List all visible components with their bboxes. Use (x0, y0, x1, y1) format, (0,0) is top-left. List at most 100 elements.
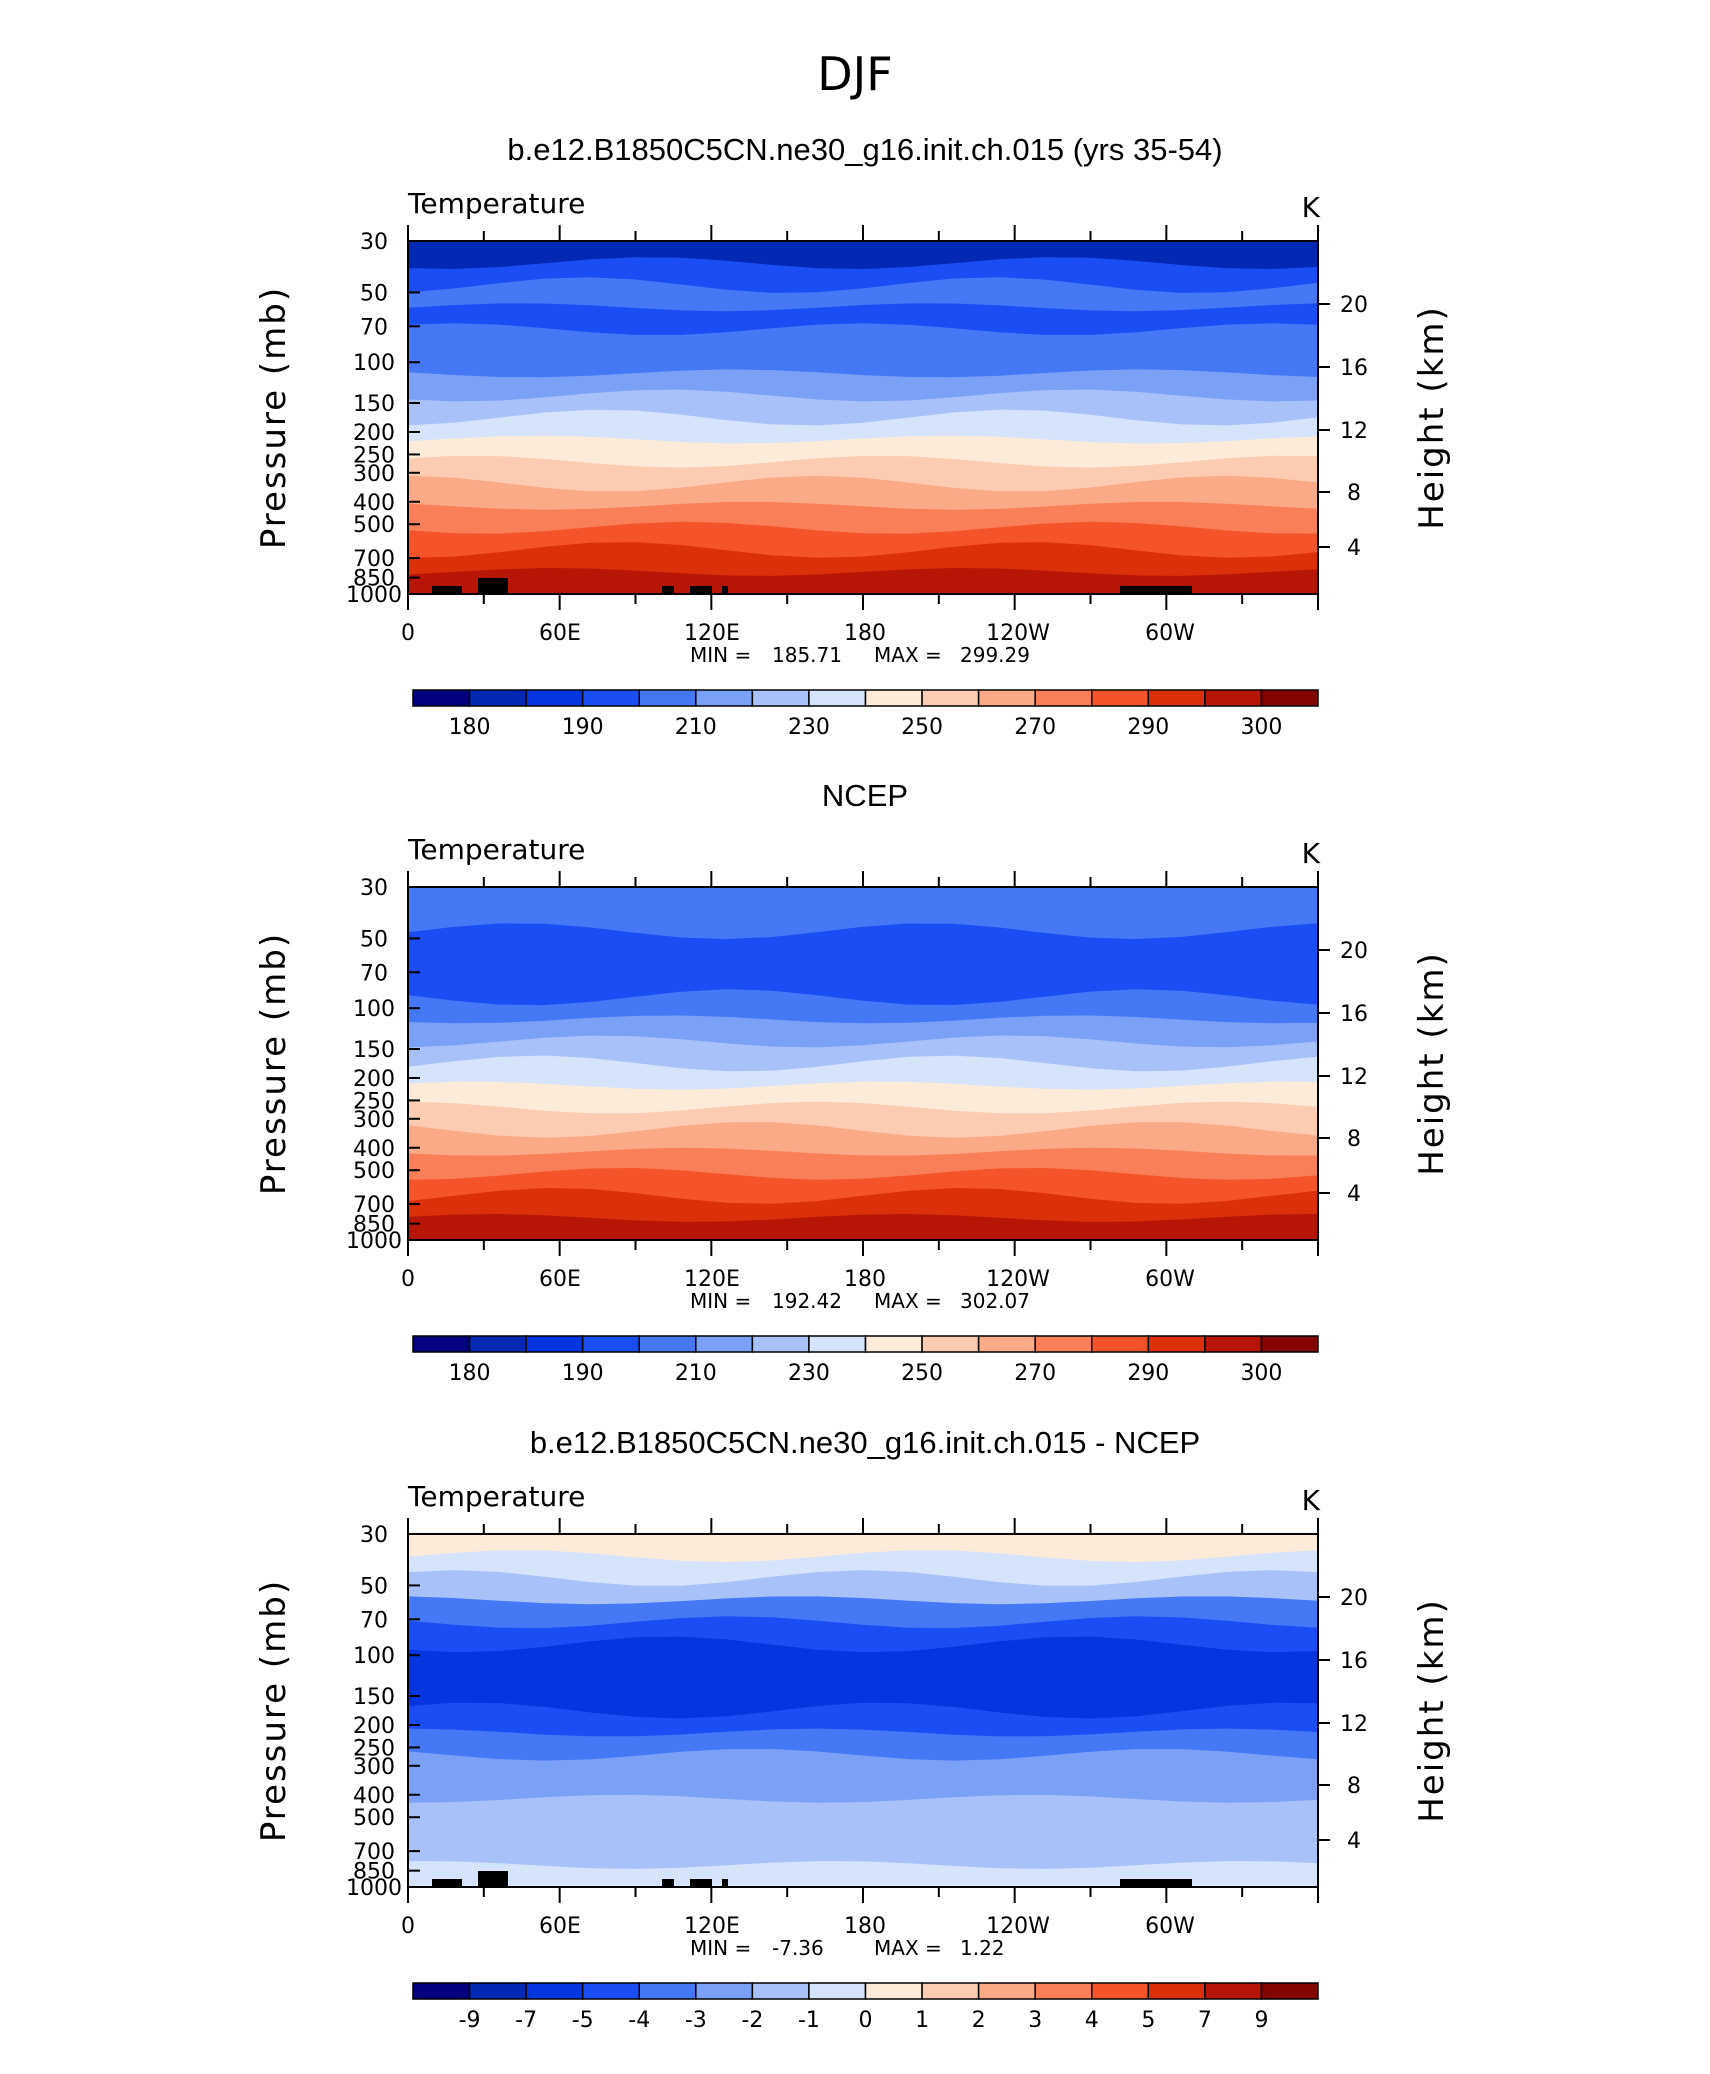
terrain-mask (662, 586, 674, 594)
colorbar-label: 190 (562, 715, 604, 740)
contour-band (408, 1055, 1318, 1097)
colorbar-swatch (581, 1335, 640, 1353)
colorbar-swatch (977, 1335, 1036, 1353)
variable-label: Temperature (407, 1480, 585, 1513)
colorbar-swatch (921, 1982, 980, 2000)
max-label: MAX = (874, 1936, 942, 1960)
colorbar-swatch (1260, 689, 1319, 707)
units-label: K (1302, 191, 1321, 224)
colorbar-label: 190 (562, 1361, 604, 1386)
terrain-mask (478, 578, 508, 594)
y-tick-label: 1000 (346, 1876, 402, 1901)
y-tick-label: 70 (360, 315, 388, 340)
contour-band (408, 277, 1318, 319)
min-value: -7.36 (772, 1936, 824, 1960)
colorbar-label: 270 (1014, 715, 1056, 740)
colorbar-label: -9 (459, 2008, 481, 2033)
units-label: K (1302, 837, 1321, 870)
colorbar-swatch (412, 689, 471, 707)
y-tick-label: 700 (353, 1840, 395, 1865)
colorbar-swatch (808, 1335, 867, 1353)
y-tick-label: 100 (353, 997, 395, 1022)
colorbar: -9 -7 -5 -4 -3 -2 -1 0 1 2 3 4 5 7 9 (412, 1982, 1319, 2033)
colorbar-swatch (468, 1982, 527, 2000)
x-tick-label: 60W (1145, 621, 1195, 646)
colorbar-label: -4 (628, 2008, 650, 2033)
colorbar-label: 210 (675, 1361, 717, 1386)
y-right-axis-title: Height (km) (1412, 1598, 1452, 1823)
colorbar-swatch (751, 689, 810, 707)
y-tick-label: 400 (353, 1137, 395, 1162)
y-right-tick-label: 8 (1347, 1774, 1361, 1799)
x-tick-label: 180 (844, 621, 886, 646)
y-tick-label: 100 (353, 1644, 395, 1669)
colorbar-label: 5 (1141, 2008, 1155, 2033)
terrain-mask (722, 1879, 728, 1887)
terrain-mask (478, 1871, 508, 1887)
x-tick-label: 180 (844, 1267, 886, 1292)
contour-band (408, 1814, 1318, 1854)
x-tick-label: 60E (539, 1914, 581, 1939)
y-tick-label: 850 (353, 567, 395, 592)
terrain-mask (662, 1879, 674, 1887)
max-value: 299.29 (960, 643, 1030, 667)
colorbar-swatch (864, 1335, 923, 1353)
x-tick-label: 120E (684, 1914, 740, 1939)
colorbar-label: 300 (1240, 715, 1282, 740)
colorbar-label: -1 (798, 2008, 820, 2033)
x-tick-label: 60W (1145, 1267, 1195, 1292)
colorbar-label: 230 (788, 715, 830, 740)
colorbar-swatch (638, 1335, 697, 1353)
contour-field (408, 241, 1318, 594)
colorbar-swatch (525, 1335, 584, 1353)
colorbar-swatch (468, 689, 527, 707)
colorbar-swatch (468, 1335, 527, 1353)
y-right-tick-label: 16 (1340, 356, 1368, 381)
colorbar-swatch (1260, 1982, 1319, 2000)
y-tick-label: 300 (353, 1755, 395, 1780)
colorbar-label: -7 (515, 2008, 537, 2033)
colorbar-swatch (525, 1982, 584, 2000)
y-right-axis-title: Height (km) (1412, 951, 1452, 1176)
colorbar-swatch (1091, 1335, 1150, 1353)
y-tick-label: 150 (353, 1038, 395, 1063)
terrain-mask (432, 1879, 462, 1887)
y-right-tick-label: 4 (1347, 1182, 1361, 1207)
y-right-tick-label: 16 (1340, 1002, 1368, 1027)
colorbar-swatch (751, 1982, 810, 2000)
colorbar-swatch (751, 1335, 810, 1353)
x-tick-label: 120E (684, 621, 740, 646)
y-right-axis-title: Height (km) (1412, 305, 1452, 530)
colorbar-swatch (412, 1335, 471, 1353)
variable-label: Temperature (407, 833, 585, 866)
y-tick-label: 150 (353, 392, 395, 417)
contour-field (408, 1534, 1318, 1887)
colorbar-label: 9 (1254, 2008, 1268, 2033)
y-axis-title: Pressure (mb) (254, 1579, 294, 1842)
terrain-mask (722, 586, 728, 594)
colorbar-label: 7 (1198, 2008, 1212, 2033)
y-right-tick-label: 4 (1347, 1829, 1361, 1854)
y-tick-label: 300 (353, 1108, 395, 1133)
colorbar-swatch (638, 1982, 697, 2000)
y-tick-label: 400 (353, 491, 395, 516)
panel-title: NCEP (822, 778, 908, 813)
x-tick-label: 120W (986, 1914, 1050, 1939)
x-tick-label: 60E (539, 621, 581, 646)
panel-title: b.e12.B1850C5CN.ne30_g16.init.ch.015 - N… (530, 1425, 1200, 1460)
y-tick-label: 200 (353, 1714, 395, 1739)
y-tick-label: 50 (360, 1574, 388, 1599)
colorbar: 180 190 210 230 250 270 290 300 (412, 1335, 1319, 1386)
colorbar-swatch (864, 689, 923, 707)
contour-band (408, 1682, 1318, 1722)
colorbar-swatch (1204, 1335, 1263, 1353)
y-tick-label: 250 (353, 1736, 395, 1761)
y-right-tick-label: 8 (1347, 481, 1361, 506)
x-tick-label: 60E (539, 1267, 581, 1292)
variable-label: Temperature (407, 187, 585, 220)
y-tick-label: 700 (353, 547, 395, 572)
y-tick-label: 100 (353, 351, 395, 376)
y-tick-label: 500 (353, 1806, 395, 1831)
colorbar-swatch (1204, 1982, 1263, 2000)
figure-title: DJF (817, 47, 892, 101)
